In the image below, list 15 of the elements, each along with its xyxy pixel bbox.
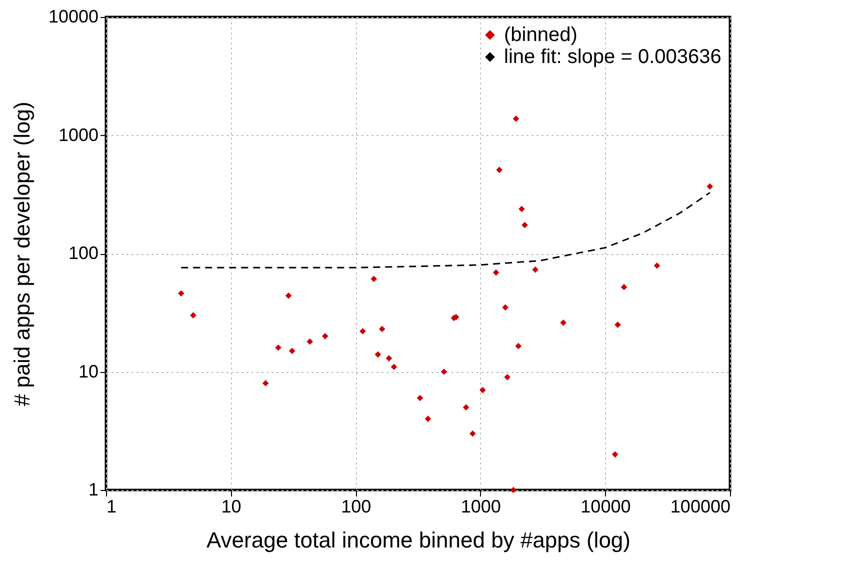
y-axis-title: # paid apps per developer (log) bbox=[9, 102, 34, 406]
y-tick-label: 1 bbox=[88, 480, 98, 500]
x-tick-label: 10 bbox=[221, 496, 242, 516]
y-tick-label: 100 bbox=[68, 243, 98, 263]
x-tick-label: 100 bbox=[341, 496, 372, 516]
x-axis-title: Average total income binned by #apps (log) bbox=[206, 528, 630, 552]
x-tick-label: 10000 bbox=[580, 496, 631, 516]
x-tick-label: 100000 bbox=[670, 496, 730, 516]
x-tick-label: 1 bbox=[106, 496, 117, 516]
legend-label: line fit: slope = 0.003636 bbox=[504, 46, 722, 68]
legend-label: (binned) bbox=[504, 24, 578, 46]
x-tick-label: 1000 bbox=[460, 496, 501, 516]
y-tick-label: 1000 bbox=[58, 124, 98, 145]
y-tick-label: 10000 bbox=[48, 6, 98, 26]
y-tick-label: 10 bbox=[78, 361, 98, 382]
